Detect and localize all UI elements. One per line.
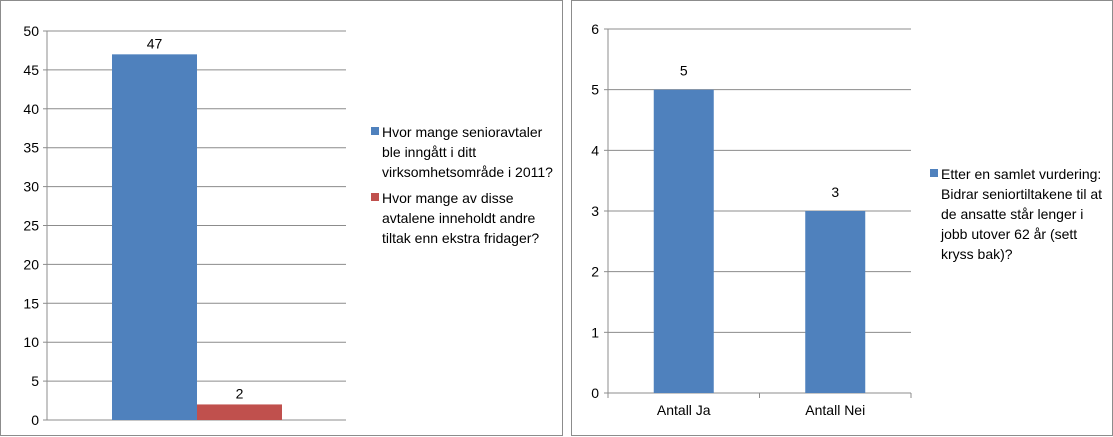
chart-right-legend-label: Etter en samlet vurdering: Bidrar senior… [941, 166, 1103, 262]
chart-left-legend-swatch [371, 127, 379, 135]
chart-left-legend-label: Hvor mange senioravtaler ble inngått i d… [382, 124, 553, 180]
y-tick-label: 0 [31, 412, 39, 428]
chart-left-legend-label: Hvor mange av disse avtalene inneholdt a… [382, 190, 540, 246]
x-tick-label: Antall Nei [805, 402, 865, 418]
y-tick-label: 15 [23, 295, 39, 311]
data-label: 5 [680, 63, 688, 79]
y-tick-label: 6 [591, 21, 599, 37]
chart-panel-right: 0 1 2 3 4 5 6 5 Antall Ja 3 Antall Nei Etter en sa… [571, 0, 1113, 436]
bar [112, 54, 197, 421]
y-tick-label: 50 [23, 23, 39, 39]
chart-left-plot: 0 5 10 15 20 25 30 35 40 45 50 47 2 [23, 23, 346, 428]
chart-left-legend-swatch [371, 193, 379, 201]
y-tick-label: 20 [23, 256, 39, 272]
chart-left-legend-item: Hvor mange senioravtaler ble inngått i d… [371, 122, 561, 182]
data-label: 3 [831, 184, 839, 200]
chart-left-legend-item: Hvor mange av disse avtalene inneholdt a… [371, 188, 561, 248]
chart-panel-left: 0 5 10 15 20 25 30 35 40 45 50 47 2 Hvor mange senio… [0, 0, 563, 436]
bar [197, 404, 282, 420]
y-tick-label: 5 [591, 82, 599, 98]
y-tick-label: 25 [23, 218, 39, 234]
bar [805, 211, 866, 393]
y-tick-label: 45 [23, 62, 39, 78]
chart-right-plot: 0 1 2 3 4 5 6 5 Antall Ja 3 Antall Nei [591, 21, 912, 418]
chart-right-legend-swatch [930, 169, 938, 177]
y-tick-label: 0 [591, 385, 599, 401]
y-tick-label: 35 [23, 140, 39, 156]
y-tick-label: 5 [31, 373, 39, 389]
y-tick-label: 1 [591, 324, 599, 340]
data-label: 2 [236, 385, 244, 401]
chart-left-legend: Hvor mange senioravtaler ble inngått i d… [371, 122, 561, 254]
x-tick-label: Antall Ja [657, 402, 711, 418]
y-tick-label: 4 [591, 142, 599, 158]
data-label: 47 [147, 35, 163, 51]
y-tick-label: 40 [23, 101, 39, 117]
chart-right-legend-item: Etter en samlet vurdering: Bidrar senior… [930, 164, 1110, 264]
bar [653, 89, 714, 394]
y-tick-label: 2 [591, 264, 599, 280]
chart-right-legend: Etter en samlet vurdering: Bidrar senior… [930, 164, 1110, 270]
y-tick-label: 3 [591, 203, 599, 219]
y-tick-label: 10 [23, 334, 39, 350]
y-tick-label: 30 [23, 179, 39, 195]
